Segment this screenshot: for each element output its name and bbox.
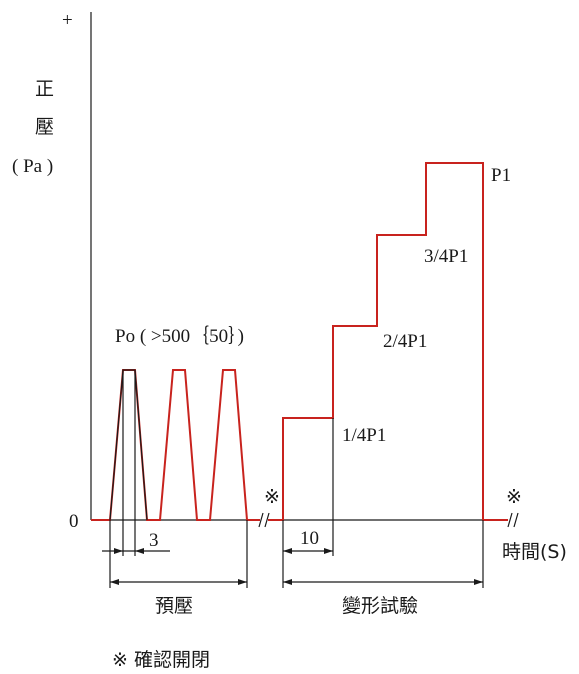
dim-3-arrow [114,548,123,554]
y-axis-label-1: 正 [35,78,54,100]
preload-outline [109,369,148,521]
dim-10-value: 10 [300,528,319,549]
p3-4-label: 3/4P1 [424,246,468,267]
y-axis-plus: + [62,10,73,31]
dim-10-arrow [283,548,292,554]
legend-note: ※ 確認開閉 [112,649,210,671]
p1-4-label: 1/4P1 [342,425,386,446]
axis-break-mark [507,512,513,528]
y-axis-unit: ( Pa ) [12,156,53,177]
po-label: Po ( >500｛50｝) [115,325,244,347]
preload-span-arrow [238,579,247,585]
y-axis-zero: 0 [69,511,79,532]
deform-span-arrow [283,579,292,585]
deformation-label: 變形試驗 [342,595,418,617]
dim-3-value: 3 [149,530,159,551]
dim-10-arrow [324,548,333,554]
deform-span-arrow [474,579,483,585]
deformation-signal [268,162,508,521]
check-mark-2: ※ [506,487,522,508]
axis-break-mark [264,512,270,528]
preload-span-arrow [110,579,119,585]
y-axis-label-2: 壓 [35,116,54,138]
p1-label: P1 [491,165,511,186]
p2-4-label: 2/4P1 [383,331,427,352]
dim-3-arrow [135,548,144,554]
axis-break-mark [513,512,519,528]
check-mark-1: ※ [264,487,280,508]
x-axis-label: 時間(S) [502,541,567,563]
axis-break-mark [258,512,264,528]
preload-label: 預壓 [155,595,193,617]
